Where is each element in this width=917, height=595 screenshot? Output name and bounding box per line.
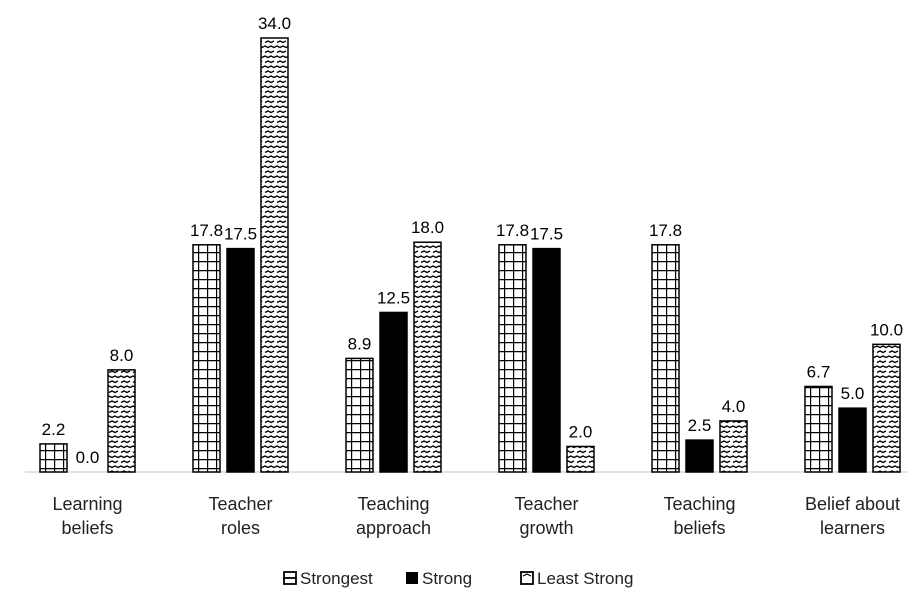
category-label: Teaching beliefs [663,494,735,538]
bar-strongest-teaching-beliefs [651,244,680,473]
bar-strong-teacher-growth [532,247,561,473]
category-label: Belief about learners [805,494,900,538]
bar-least-strong-teaching-approach [413,241,442,473]
legend-swatch-least-strong [520,571,534,585]
bar-strong-teacher-roles [226,247,255,473]
value-label: 8.9 [348,334,372,353]
legend-label-strongest: Strongest [300,569,373,588]
category-label: Teaching approach [356,494,431,538]
value-label: 4.0 [722,397,746,416]
legend-swatch-strongest [283,571,297,585]
category-labels-layer: Learning beliefs Teacher roles Teaching appro… [52,494,900,538]
value-label: 10.0 [870,320,903,339]
value-label: 2.5 [688,416,712,435]
legend-item-least-strong: Least Strong [520,569,633,588]
value-label: 17.5 [530,225,563,244]
bar-strong-teaching-approach [379,311,408,473]
category-label: Teacher growth [514,494,578,538]
value-label: 8.0 [110,346,134,365]
bar-strongest-teacher-roles [192,244,221,473]
bar-strongest-teacher-growth [498,244,527,473]
bar-strongest-learning-beliefs [39,443,68,473]
value-label: 12.5 [377,288,410,307]
value-labels-layer: 2.20.08.017.8 17.534.08.912.518.0 17.8 17.5… [42,14,903,467]
bar-strongest-belief-about-learners [804,385,833,473]
legend-label-strong: Strong [422,569,472,588]
value-label: 17.5 [224,225,257,244]
value-label: 34.0 [258,14,291,33]
category-label: Teacher roles [208,494,272,538]
bar-least-strong-teaching-beliefs [719,420,748,473]
legend-item-strong: Strong [406,569,472,588]
value-label: 0.0 [76,448,100,467]
legend-label-least-strong: Least Strong [537,569,633,588]
bar-least-strong-teacher-growth [566,445,595,473]
value-label: 5.0 [841,384,865,403]
value-label: 6.7 [807,362,831,381]
bars-layer [39,37,901,473]
legend: Strongest Strong Least Strong [283,569,633,588]
legend-item-strongest: Strongest [283,569,373,588]
value-label: 17.8 [496,221,529,240]
bar-least-strong-teacher-roles [260,37,289,473]
value-label: 2.2 [42,420,66,439]
value-label: 17.8 [649,221,682,240]
category-label: Learning beliefs [52,494,122,538]
bar-least-strong-learning-beliefs [107,369,136,473]
value-label: 2.0 [569,422,593,441]
value-label: 18.0 [411,218,444,237]
legend-swatch-strong [406,572,418,584]
bar-strong-teaching-beliefs [685,439,714,473]
value-label: 17.8 [190,221,223,240]
bar-strongest-teaching-approach [345,357,374,473]
bar-strong-belief-about-learners [838,407,867,473]
bar-least-strong-belief-about-learners [872,343,901,473]
